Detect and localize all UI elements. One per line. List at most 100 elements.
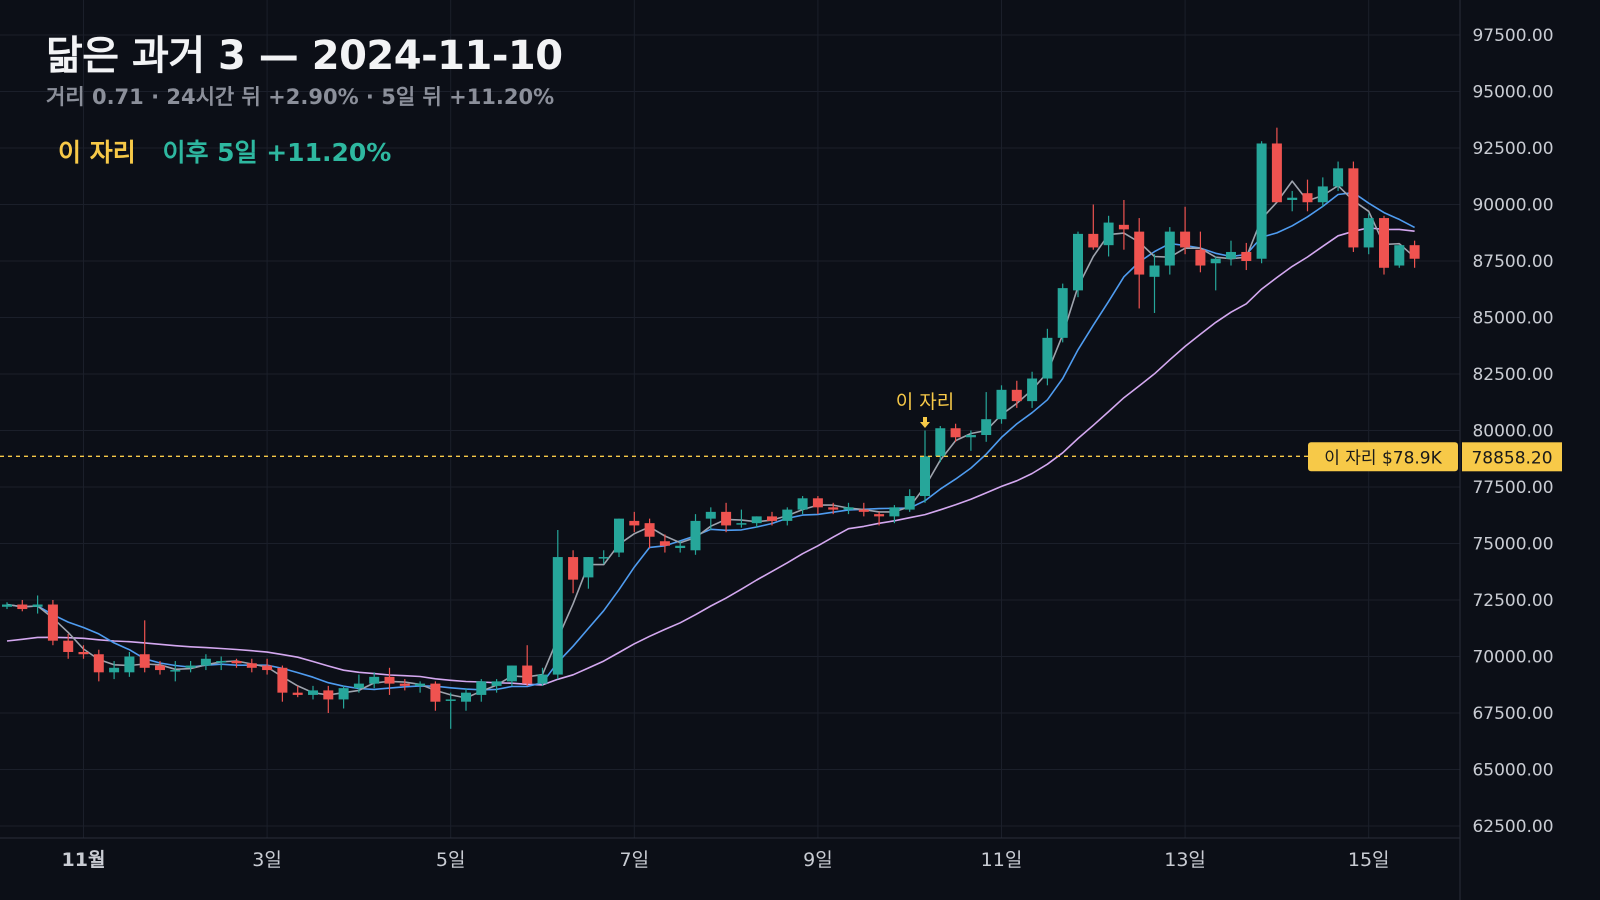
candle — [1180, 206, 1191, 255]
candle-body — [797, 498, 808, 510]
candle — [935, 425, 946, 463]
candle-body — [705, 511, 716, 519]
candle-body — [1226, 251, 1236, 259]
candle-body — [782, 509, 793, 521]
candle — [690, 514, 701, 555]
legend-after-text: 이후 5일 +11.20% — [162, 138, 392, 167]
ma-long-line — [6, 227, 1415, 686]
candle — [292, 685, 303, 698]
marker-label: 이 자리 — [896, 391, 954, 413]
candle-body — [491, 681, 502, 686]
candle-body — [476, 681, 487, 695]
candle — [185, 661, 196, 673]
marker-arrow-icon — [920, 417, 930, 428]
candle-body — [216, 661, 227, 663]
candle-body — [690, 520, 701, 551]
candle-body — [1348, 168, 1359, 248]
candle — [1195, 231, 1206, 273]
candle — [782, 507, 793, 526]
candle — [659, 534, 670, 553]
candle — [139, 620, 150, 673]
candle — [1363, 213, 1374, 255]
candle — [981, 392, 992, 442]
candle-body — [124, 656, 135, 673]
candle — [216, 656, 227, 671]
candle-body — [736, 523, 747, 525]
candle-body — [63, 640, 74, 652]
candle — [1042, 328, 1053, 386]
candle — [1149, 254, 1160, 313]
candle — [17, 600, 28, 612]
candle-body — [1317, 186, 1328, 203]
candle — [1256, 141, 1267, 264]
candle — [1057, 283, 1068, 343]
price-tick-label: 62500.00 — [1472, 817, 1553, 837]
candle — [797, 496, 808, 515]
candle-body — [1333, 168, 1344, 187]
price-tick-label: 67500.00 — [1472, 704, 1553, 724]
marker-price-label: 78858.20 — [1471, 448, 1552, 468]
candle — [1103, 215, 1114, 257]
chart-grid — [0, 0, 1461, 900]
candle-body — [1363, 218, 1374, 248]
candle — [996, 385, 1007, 424]
candle — [1073, 231, 1083, 298]
candle-body — [675, 545, 686, 549]
candle-body — [1180, 231, 1191, 248]
marker-tag-label: 이 자리 $78.9K — [1324, 448, 1442, 468]
candle-body — [1287, 197, 1298, 200]
candle-body — [139, 654, 150, 668]
price-tick-label: 90000.00 — [1472, 196, 1553, 216]
candle — [675, 541, 686, 553]
candle — [338, 685, 349, 709]
candle — [124, 651, 135, 677]
candle-body — [2, 604, 12, 607]
candle — [170, 661, 181, 682]
candle — [415, 681, 426, 693]
candle — [1118, 199, 1129, 250]
candle-body — [109, 667, 120, 673]
candle — [1317, 177, 1328, 207]
candle — [583, 557, 594, 589]
candle-body — [920, 456, 930, 497]
candle — [858, 502, 869, 517]
candle — [904, 489, 915, 512]
candle — [109, 661, 120, 680]
price-tick-label: 97500.00 — [1472, 26, 1553, 46]
candle-body — [1210, 258, 1221, 264]
candle-body — [1394, 245, 1405, 266]
candle — [1164, 227, 1175, 275]
time-tick-label: 9일 — [803, 849, 833, 871]
candle-body — [1057, 288, 1068, 338]
candle-body — [369, 676, 380, 684]
candle — [1210, 256, 1221, 291]
time-axis[interactable]: 11월 3일 5일 7일 9일 11일 13일 15일 — [62, 849, 1390, 871]
candle-body — [93, 654, 104, 673]
candle-body — [78, 651, 89, 655]
candle — [1333, 161, 1344, 191]
chart-subtitle: 거리 0.71 · 24시간 뒤 +2.90% · 5일 뒤 +11.20% — [46, 85, 555, 109]
price-axis[interactable]: 62500.00 65000.00 67500.00 70000.00 72500.00… — [1472, 26, 1553, 837]
candle — [461, 688, 471, 711]
candle — [369, 672, 380, 689]
candle — [384, 667, 395, 695]
candle-body — [614, 518, 624, 553]
price-tick-label: 72500.00 — [1472, 591, 1553, 611]
candle — [323, 685, 334, 713]
candle-body — [506, 665, 517, 682]
candle — [246, 658, 257, 673]
price-tick-label: 87500.00 — [1472, 252, 1553, 272]
price-tick-label: 75000.00 — [1472, 535, 1553, 555]
candle-body — [828, 507, 839, 510]
candle-body — [1195, 249, 1206, 266]
candle — [93, 649, 104, 682]
candle-body — [415, 683, 426, 686]
candle — [751, 516, 762, 528]
candle-body — [981, 419, 992, 436]
chart-title: 닮은 과거 3 — 2024-11-10 — [46, 33, 563, 79]
candle-body — [751, 516, 762, 524]
candle-body — [721, 511, 732, 526]
candle — [63, 633, 74, 659]
candle-body — [1134, 231, 1145, 275]
candle-body — [583, 557, 594, 578]
